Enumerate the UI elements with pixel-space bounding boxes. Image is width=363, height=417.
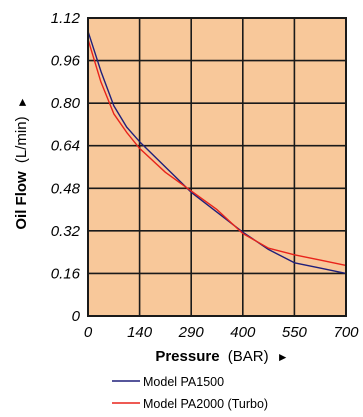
series-line-2 (87, 39, 347, 267)
x-tick-label: 0 (84, 324, 93, 341)
x-tick-label: 290 (178, 324, 205, 341)
x-tick-label: 550 (282, 324, 308, 341)
plot-area (88, 18, 346, 316)
y-tick-label: 0.96 (51, 53, 81, 70)
x-tick-label: 400 (230, 324, 256, 341)
x-tick-labels: 0 140 290 400 550 700 (84, 324, 359, 341)
x-tick-label: 140 (127, 324, 153, 341)
y-tick-label: 1.12 (51, 10, 81, 27)
y-tick-label: 0.48 (51, 180, 81, 197)
series-lines (87, 31, 347, 275)
y-tick-label: 0.16 (51, 265, 81, 282)
x-axis-label: Pressure (155, 348, 219, 365)
x-axis-arrow: ► (277, 350, 289, 364)
grid-lines (88, 18, 346, 316)
legend-label-1: Model PA1500 (143, 375, 224, 389)
y-tick-label: 0.80 (51, 95, 81, 112)
legend-label-2: Model PA2000 (Turbo) (143, 397, 268, 411)
x-axis-title: Pressure (BAR) ► (155, 348, 288, 365)
y-axis-title: Oil Flow (L/min) ► (13, 96, 30, 229)
y-tick-labels: 0 0.16 0.32 0.48 0.64 0.80 0.96 1.12 (51, 10, 81, 325)
y-axis-unit: (L/min) (13, 116, 30, 163)
y-axis-label: Oil Flow (13, 171, 30, 230)
y-tick-label: 0 (72, 308, 81, 325)
y-tick-label: 0.64 (51, 138, 80, 155)
x-tick-label: 700 (333, 324, 359, 341)
plot-border (87, 17, 347, 317)
legend: Model PA1500 Model PA2000 (Turbo) (112, 375, 268, 411)
series-line-1 (87, 31, 347, 275)
x-axis-unit: (BAR) (228, 348, 269, 365)
y-axis-arrow: ► (15, 96, 29, 108)
y-tick-label: 0.32 (51, 223, 81, 240)
